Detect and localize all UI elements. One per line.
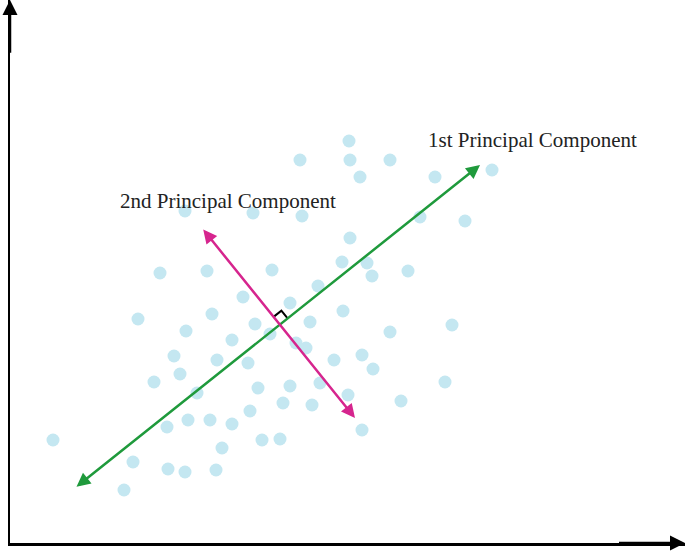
svg-text:1st Principal Component: 1st Principal Component bbox=[428, 128, 637, 152]
svg-text:2nd Principal Component: 2nd Principal Component bbox=[120, 189, 336, 213]
